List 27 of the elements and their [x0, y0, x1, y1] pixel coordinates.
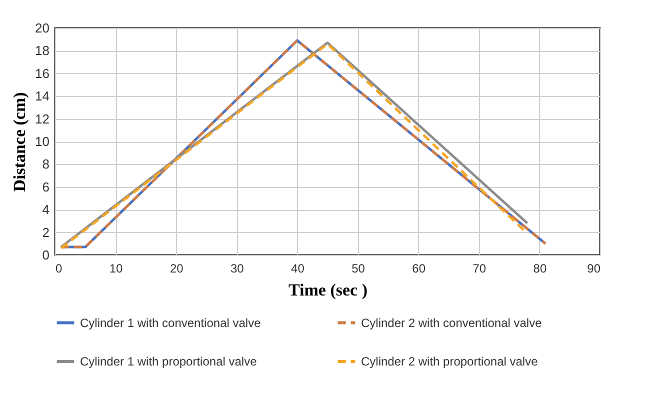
y-tick-label: 10 — [35, 134, 50, 149]
x-tick-label: 80 — [533, 262, 547, 276]
x-tick-label: 20 — [170, 262, 184, 276]
y-tick-label: 2 — [42, 224, 50, 240]
x-tick-label: 10 — [109, 262, 124, 276]
x-tick-label: 60 — [412, 262, 426, 276]
y-tick-label: 0 — [42, 248, 50, 262]
y-tick-label: 20 — [35, 20, 50, 36]
x-tick-label: 70 — [472, 262, 486, 276]
y-tick-label: 16 — [35, 66, 50, 81]
x-tick-label: 30 — [230, 262, 244, 276]
y-tick-label: 6 — [42, 179, 50, 194]
legend-label: Cylinder 2 with conventional valve — [361, 316, 542, 330]
legend-label: Cylinder 1 with proportional valve — [80, 354, 258, 368]
y-tick-label: 8 — [42, 156, 50, 172]
x-tick-label: 40 — [291, 262, 305, 276]
y-tick-label: 4 — [42, 202, 50, 218]
y-axis-title: Distance (cm) — [10, 92, 30, 192]
y-tick-label: 14 — [35, 88, 50, 104]
y-tick-label: 18 — [35, 43, 50, 58]
x-tick-label: 0 — [56, 262, 62, 276]
x-tick-label: 50 — [352, 262, 366, 276]
x-tick-label: 90 — [587, 262, 601, 276]
x-axis-title: Time (sec ) — [288, 280, 368, 300]
legend-label: Cylinder 1 with conventional valve — [80, 316, 262, 330]
legend-label: Cylinder 2 with proportional valve — [361, 354, 538, 368]
y-tick-label: 12 — [35, 111, 50, 126]
